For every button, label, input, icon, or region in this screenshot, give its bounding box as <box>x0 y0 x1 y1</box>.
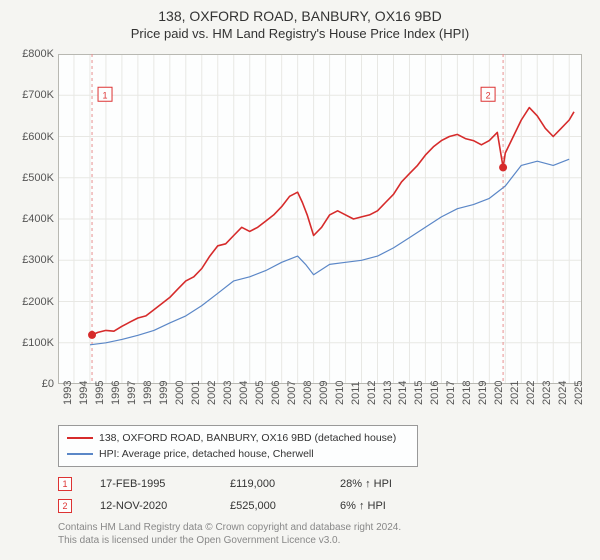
y-axis-label: £0 <box>8 378 54 390</box>
marker-badge: 1 <box>58 477 72 491</box>
x-axis-label: 1994 <box>78 381 90 405</box>
marker-table: 1 17-FEB-1995 £119,000 28% ↑ HPI 2 12-NO… <box>58 473 558 517</box>
x-axis-label: 1998 <box>142 381 154 405</box>
legend-label: HPI: Average price, detached house, Cher… <box>99 448 314 460</box>
x-axis-label: 2018 <box>461 381 473 405</box>
legend-label: 138, OXFORD ROAD, BANBURY, OX16 9BD (det… <box>99 432 396 444</box>
x-axis-label: 2013 <box>382 381 394 405</box>
x-axis-label: 2012 <box>366 381 378 405</box>
x-axis-label: 2009 <box>318 381 330 405</box>
marker-date: 12-NOV-2020 <box>100 500 230 512</box>
legend-item: 138, OXFORD ROAD, BANBURY, OX16 9BD (det… <box>67 430 409 446</box>
marker-badge: 2 <box>58 499 72 513</box>
y-axis-label: £100K <box>8 337 54 349</box>
x-axis-label: 2005 <box>254 381 266 405</box>
chart-subtitle: Price paid vs. HM Land Registry's House … <box>8 26 592 41</box>
x-axis-label: 2017 <box>445 381 457 405</box>
x-axis-label: 2011 <box>350 381 362 405</box>
marker-price: £119,000 <box>230 478 340 490</box>
x-axis-label: 2001 <box>190 381 202 405</box>
x-axis-label: 2014 <box>397 381 409 405</box>
x-axis-label: 2002 <box>206 381 218 405</box>
x-axis-label: 2008 <box>302 381 314 405</box>
x-axis-label: 2003 <box>222 381 234 405</box>
x-axis-label: 2010 <box>334 381 346 405</box>
y-axis-label: £800K <box>8 48 54 60</box>
x-axis-label: 1999 <box>158 381 170 405</box>
x-axis-label: 2016 <box>429 381 441 405</box>
x-axis-label: 1997 <box>126 381 138 405</box>
chart-svg: 12 <box>58 54 582 384</box>
footnote-line: Contains HM Land Registry data © Crown c… <box>58 522 401 533</box>
x-axis-label: 2021 <box>509 381 521 405</box>
x-axis-label: 2000 <box>174 381 186 405</box>
footnote-line: This data is licensed under the Open Gov… <box>58 535 340 546</box>
chart-area: 12 £0£100K£200K£300K£400K£500K£600K£700K… <box>8 49 592 419</box>
x-axis-label: 1993 <box>62 381 74 405</box>
chart-title: 138, OXFORD ROAD, BANBURY, OX16 9BD <box>8 8 592 24</box>
y-axis-label: £200K <box>8 296 54 308</box>
marker-date: 17-FEB-1995 <box>100 478 230 490</box>
y-axis-label: £300K <box>8 254 54 266</box>
marker-pct: 6% ↑ HPI <box>340 500 460 512</box>
svg-text:1: 1 <box>103 90 108 100</box>
x-axis-label: 2024 <box>557 381 569 405</box>
x-axis-label: 2025 <box>573 381 585 405</box>
y-axis-label: £400K <box>8 213 54 225</box>
x-axis-label: 1995 <box>94 381 106 405</box>
x-axis-label: 2023 <box>541 381 553 405</box>
marker-pct: 28% ↑ HPI <box>340 478 460 490</box>
x-axis-label: 2006 <box>270 381 282 405</box>
marker-price: £525,000 <box>230 500 340 512</box>
y-axis-label: £700K <box>8 89 54 101</box>
plot-background: 12 <box>58 54 582 384</box>
svg-text:2: 2 <box>486 90 491 100</box>
footnote: Contains HM Land Registry data © Crown c… <box>58 521 592 547</box>
legend-item: HPI: Average price, detached house, Cher… <box>67 446 409 462</box>
x-axis-label: 1996 <box>110 381 122 405</box>
x-axis-label: 2020 <box>493 381 505 405</box>
legend-swatch <box>67 437 93 439</box>
x-axis-label: 2015 <box>413 381 425 405</box>
x-axis-label: 2004 <box>238 381 250 405</box>
x-axis-label: 2007 <box>286 381 298 405</box>
y-axis-label: £600K <box>8 131 54 143</box>
marker-row: 2 12-NOV-2020 £525,000 6% ↑ HPI <box>58 495 558 517</box>
x-axis-label: 2022 <box>525 381 537 405</box>
page: 138, OXFORD ROAD, BANBURY, OX16 9BD Pric… <box>0 0 600 560</box>
y-axis-label: £500K <box>8 172 54 184</box>
marker-row: 1 17-FEB-1995 £119,000 28% ↑ HPI <box>58 473 558 495</box>
legend: 138, OXFORD ROAD, BANBURY, OX16 9BD (det… <box>58 425 418 467</box>
legend-swatch <box>67 453 93 455</box>
x-axis-label: 2019 <box>477 381 489 405</box>
